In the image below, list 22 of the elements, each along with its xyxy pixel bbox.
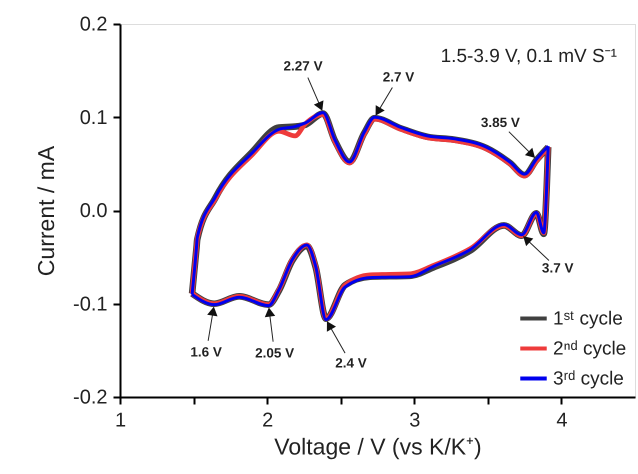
x-tick-label: 2 — [262, 410, 274, 432]
x-axis-title: Voltage / V (vs K/K⁺) — [274, 434, 482, 460]
annotation: 3.7 V — [542, 260, 574, 276]
legend-label: 1ˢᵗ cycle — [553, 308, 623, 330]
annotation: 2.05 V — [255, 346, 294, 361]
annotation: 2.7 V — [382, 69, 414, 84]
y-tick-label: 0.0 — [80, 200, 108, 222]
annotation: 2.4 V — [335, 356, 367, 371]
annotation: 2.27 V — [284, 58, 323, 74]
x-tick-label: 4 — [556, 410, 568, 432]
y-tick-label: 0.2 — [80, 14, 108, 36]
legend-label: 2ⁿᵈ cycle — [553, 338, 626, 360]
y-tick-label: 0.1 — [80, 106, 108, 129]
annotation: 3.85 V — [480, 115, 520, 130]
y-axis-title: Current / mA — [33, 145, 60, 276]
x-tick-label: 3 — [409, 410, 420, 432]
y-tick-label: -0.1 — [73, 293, 108, 316]
annotation: 1.6 V — [190, 344, 222, 360]
legend-label: 3ʳᵈ cycle — [553, 368, 624, 390]
x-tick-label: 1 — [114, 410, 126, 432]
annotation: 1.5-3.9 V, 0.1 mV S⁻¹ — [440, 46, 617, 67]
y-tick-label: -0.2 — [73, 386, 108, 408]
